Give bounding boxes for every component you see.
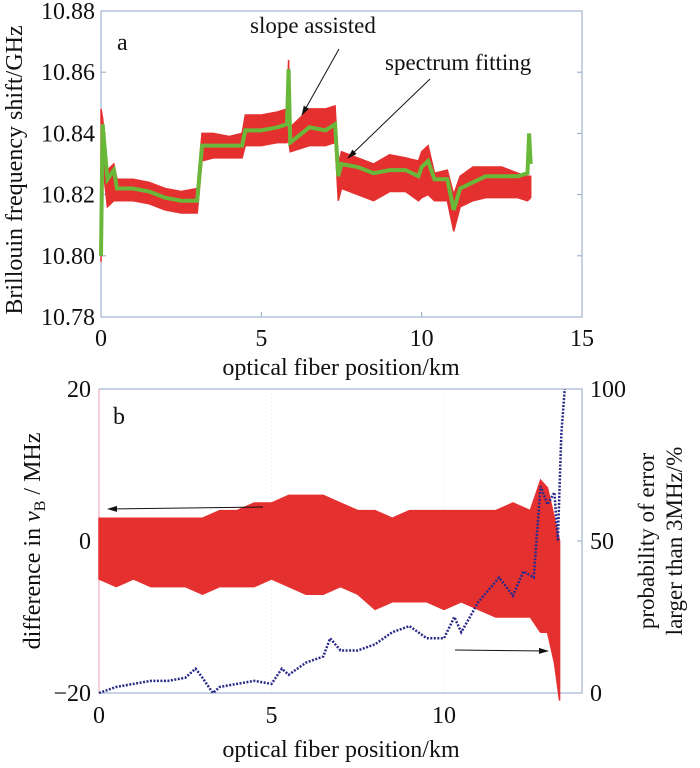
panel-b-plot xyxy=(98,388,566,701)
panel-b-ylabel-left: difference in νB / MHz xyxy=(20,433,49,650)
panel-a-plot xyxy=(99,59,533,262)
panel-a: 0 5 10 15 10.78 10.80 10.82 10.84 10.86 10.88 a s… xyxy=(2,0,594,381)
y-left-tick-label: 0 xyxy=(79,529,91,555)
y-tick-label: 10.80 xyxy=(41,244,95,270)
panel-a-xlabel: optical fiber position/km xyxy=(222,355,460,381)
x-tick-label: 0 xyxy=(95,326,107,352)
x-tick-label: 5 xyxy=(266,703,278,729)
y-left-tick-label: −20 xyxy=(53,681,91,707)
y-right-tick-label: 100 xyxy=(590,377,626,403)
panel-b-ylabel-right-2: larger than 3MHz/% xyxy=(662,447,687,636)
x-tick-label: 10 xyxy=(432,703,456,729)
arrow-spectrum-fitting xyxy=(347,78,431,159)
panel-a-ylabel: Brillouin frequency shift/GHz xyxy=(2,25,28,314)
y-right-tick-label: 0 xyxy=(590,681,602,707)
panel-a-ticks: 0 5 10 15 10.78 10.80 10.82 10.84 10.86 10.88 xyxy=(41,0,594,352)
annotation-spectrum-fitting: spectrum fitting xyxy=(385,50,532,75)
series-probability xyxy=(98,388,566,695)
panel-b-xlabel: optical fiber position/km xyxy=(222,737,460,763)
y-tick-label: 10.86 xyxy=(41,60,95,86)
y-tick-label: 10.84 xyxy=(41,121,95,147)
y-tick-label: 10.82 xyxy=(41,183,95,209)
arrow-left-axis xyxy=(107,505,264,512)
x-tick-label: 10 xyxy=(410,326,434,352)
arrow-slope-assisted xyxy=(301,48,340,116)
arrow-right-axis xyxy=(454,647,549,654)
panel-b-label: b xyxy=(113,404,125,430)
series-slope-assisted xyxy=(100,59,532,262)
x-tick-label: 5 xyxy=(255,326,267,352)
series-spectrum-fitting xyxy=(99,69,533,256)
panel-a-label: a xyxy=(117,30,128,56)
panel-b-ylabel-right-1: probability of error xyxy=(634,453,659,630)
x-tick-label: 0 xyxy=(93,703,105,729)
y-tick-label: 10.78 xyxy=(41,305,95,331)
annotation-slope-assisted: slope assisted xyxy=(250,13,376,38)
x-tick-label: 15 xyxy=(570,326,594,352)
y-right-tick-label: 50 xyxy=(590,529,614,555)
y-tick-label: 10.88 xyxy=(41,0,95,25)
y-left-tick-label: 20 xyxy=(67,377,91,403)
series-difference xyxy=(98,478,561,701)
